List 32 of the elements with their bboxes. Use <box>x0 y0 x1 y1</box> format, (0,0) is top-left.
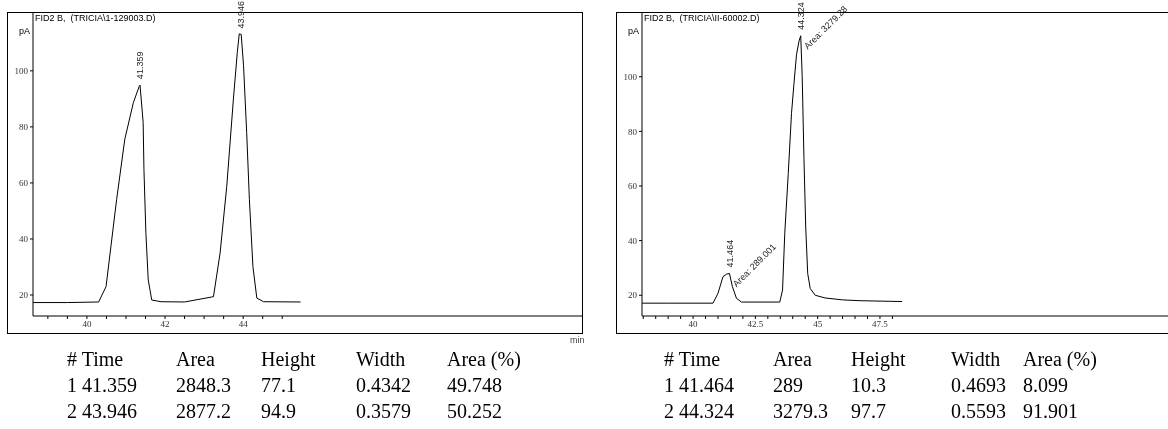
annotation: 41.464 <box>724 239 735 268</box>
text: 1 41.464 289 10.3 0.4693 8.099 <box>664 374 1068 396</box>
annotation: 41.359 <box>134 51 145 80</box>
y-tick-label: 60 <box>628 181 638 192</box>
y-axis-title: pA <box>19 26 31 36</box>
text: # Time Area Height Width Area (%) <box>664 348 1097 370</box>
text: 2 43.946 2877.2 94.9 0.3579 50.252 <box>67 400 502 422</box>
x-tick-label: 47.5 <box>872 319 889 330</box>
y-tick-label: 20 <box>19 290 29 301</box>
x-tick-label: 45 <box>813 319 823 330</box>
y-tick-label: 60 <box>19 178 29 189</box>
x-tick-label: 42 <box>160 319 170 330</box>
x-tick-label: 44 <box>238 319 249 330</box>
y-tick-label: 100 <box>14 66 29 77</box>
chart-title: FID2 B, (TRICIA\1-129003.D) <box>35 13 156 23</box>
x-tick-label: 40 <box>82 319 92 330</box>
chart-title: FID2 B, (TRICIA\II-60002.D) <box>644 13 760 23</box>
y-axis-title: pA <box>628 26 640 36</box>
annotation: 43.946 <box>236 0 247 29</box>
y-tick-label: 40 <box>628 235 638 246</box>
annotation: 44.324 <box>795 2 806 30</box>
x-tick-label: 40 <box>688 319 699 330</box>
text: # Time Area Height Width Area (%) <box>67 348 521 370</box>
x-axis-title: min <box>570 335 585 345</box>
y-tick-label: 40 <box>19 234 29 245</box>
y-tick-label: 80 <box>19 122 29 133</box>
x-tick-label: 42.5 <box>747 319 764 330</box>
text: 2 44.324 3279.3 97.7 0.5593 91.901 <box>664 400 1078 422</box>
y-tick-label: 20 <box>628 290 638 301</box>
y-tick-label: 80 <box>628 126 638 137</box>
text: 1 41.359 2848.3 77.1 0.4342 49.748 <box>67 374 502 396</box>
y-tick-label: 100 <box>623 71 638 82</box>
